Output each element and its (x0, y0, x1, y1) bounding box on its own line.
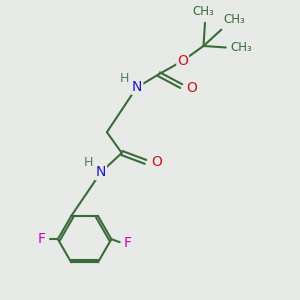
Text: CH₃: CH₃ (193, 5, 214, 18)
Text: N: N (96, 165, 106, 179)
Text: O: O (177, 54, 188, 68)
Text: H: H (119, 72, 129, 85)
Text: O: O (187, 81, 197, 94)
Text: CH₃: CH₃ (230, 41, 252, 54)
Text: N: N (132, 80, 142, 94)
Text: O: O (151, 155, 162, 169)
Text: F: F (124, 236, 132, 250)
Text: F: F (38, 232, 45, 246)
Text: H: H (84, 156, 93, 169)
Text: CH₃: CH₃ (224, 13, 245, 26)
